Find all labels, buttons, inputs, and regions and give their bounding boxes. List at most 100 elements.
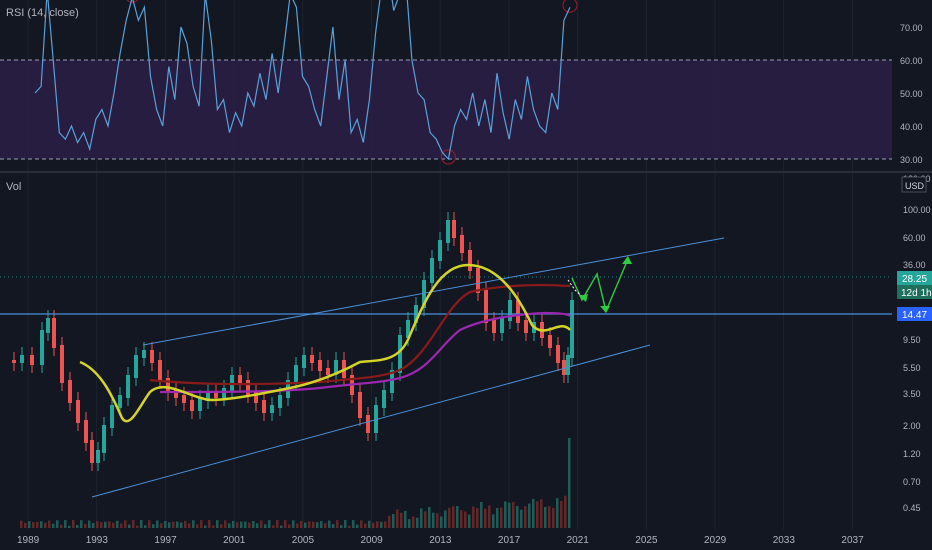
volume-bar (444, 510, 447, 528)
candle-body (84, 420, 88, 443)
volume-bar (336, 520, 339, 528)
rsi-tick-label: 70.00 (900, 23, 923, 33)
volume-bar (68, 525, 71, 528)
volume-bar (256, 523, 259, 528)
candle-body (524, 320, 528, 333)
volume-bar (464, 511, 467, 528)
candle-body (476, 268, 480, 293)
volume-bar (76, 525, 79, 528)
volume-bar (132, 520, 135, 528)
price-tick-label: 100.00 (903, 205, 931, 215)
candle-body (206, 392, 210, 401)
volume-bar (328, 520, 331, 528)
volume-bar (356, 524, 359, 528)
volume-bar (504, 501, 507, 528)
candle-body (484, 290, 488, 323)
candle-body (556, 345, 560, 363)
volume-bar (528, 503, 531, 528)
volume-bar (292, 520, 295, 528)
volume-bar (344, 520, 347, 528)
candle-body (30, 355, 34, 365)
volume-bar (368, 520, 371, 528)
candle-body (76, 400, 80, 423)
candle-body (12, 360, 16, 363)
candle-body (326, 368, 330, 375)
volume-bar (120, 523, 123, 528)
channel-upper-line[interactable] (142, 237, 725, 346)
volume-bar (216, 520, 219, 528)
volume-bar (52, 523, 55, 528)
price-badge: 28.25 (902, 274, 927, 285)
volume-bar (508, 502, 511, 528)
candle-body (254, 392, 258, 403)
volume-bar (480, 502, 483, 528)
volume-bar (84, 524, 87, 528)
volume-bar (468, 514, 471, 528)
candle-body (182, 395, 186, 403)
price-badge-bg (897, 271, 932, 285)
candle-body (190, 400, 194, 411)
volume-bar (312, 521, 315, 528)
volume-bar (20, 520, 23, 528)
volume-bar (340, 525, 343, 528)
channel-lower-line[interactable] (91, 344, 651, 498)
volume-bar (136, 525, 139, 528)
candle-body (302, 355, 306, 368)
candle-body (238, 375, 242, 383)
volume-bar (80, 520, 83, 528)
rsi-tick-label: 40.00 (900, 122, 923, 132)
volume-bar (64, 520, 67, 528)
volume-bar (248, 522, 251, 528)
volume-bar (276, 520, 279, 528)
rsi-tick-label: 50.00 (900, 89, 923, 99)
volume-bar (268, 520, 271, 528)
volume-legend: Vol (6, 181, 21, 193)
time-tick-label: 2001 (223, 535, 246, 546)
volume-bar (60, 524, 63, 528)
time-tick-label: 2009 (361, 535, 384, 546)
rsi-peak-circle (126, 0, 139, 3)
volume-bar (36, 521, 39, 528)
candle-body (68, 380, 72, 403)
volume-bar (460, 510, 463, 528)
rsi-peak-circle (440, 149, 457, 165)
volume-bar (428, 507, 431, 528)
projection-arrows (567, 256, 632, 314)
candle-body (516, 300, 520, 323)
volume-bar (168, 522, 171, 528)
volume-bar (164, 520, 167, 528)
candle-body (158, 360, 162, 381)
volume-bar (184, 520, 187, 528)
candle-body (562, 360, 566, 375)
volume-bar (160, 523, 163, 528)
volume-bar (192, 520, 195, 528)
volume-bar (284, 520, 287, 528)
candle-body (382, 390, 386, 408)
volume-bar (408, 519, 411, 528)
candle-body (446, 220, 450, 243)
volume-bar (380, 521, 383, 528)
price-tick-label: 9.50 (903, 335, 921, 345)
candle-body (60, 345, 64, 383)
candle-body (548, 335, 552, 348)
volume-bar (220, 524, 223, 528)
candle-body (310, 355, 314, 363)
level-badge: 14.47 (902, 310, 927, 321)
countdown-badge: 12d 1h (901, 288, 932, 299)
currency-badge-bg (901, 176, 927, 193)
ma-red-line (149, 283, 571, 386)
volume-bar (452, 506, 455, 528)
volume-bar (260, 520, 263, 528)
candle-body (294, 365, 298, 383)
volume-bar (476, 508, 479, 528)
volume-bar (416, 517, 419, 528)
volume-bar (496, 508, 499, 528)
volume-bar (104, 521, 107, 528)
volume-bar (360, 520, 363, 528)
volume-bar (392, 513, 395, 528)
volume-bar (40, 521, 43, 528)
candle-body (438, 240, 442, 261)
volume-bar (200, 520, 203, 528)
volume-bar (484, 508, 487, 528)
volume-bar (72, 520, 75, 528)
